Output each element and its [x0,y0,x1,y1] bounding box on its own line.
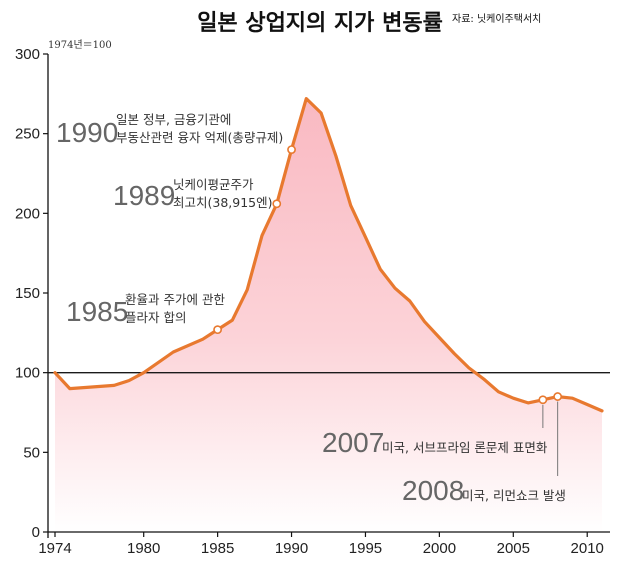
x-tick-label: 2010 [571,540,604,557]
annotation-year-1989: 1989 [113,180,175,211]
y-tick-label: 50 [23,444,40,461]
y-tick-label: 300 [15,46,40,63]
x-tick-label: 2005 [497,540,530,557]
annotation-year-2008: 2008 [402,475,464,506]
x-tick-label: 1974 [38,540,71,557]
chart-source: 자료: 닛케이주택서치 [452,13,541,25]
x-tick-label: 2000 [423,540,456,557]
annotation-text-1989: 닛케이평균주가 [173,177,254,192]
annotation-text-1990-line2: 부동산관련 융자 억제(총량규제) [116,130,283,145]
annotation-text-2008: 미국, 리먼쇼크 발생 [462,488,566,503]
x-tick-label: 1990 [275,540,308,557]
y-tick-label: 150 [15,285,40,302]
marker-2007 [538,395,548,405]
annotation-text-1985-line2: 플라자 합의 [125,310,186,325]
annotation-text-2007: 미국, 서브프라임 론문제 표면화 [382,440,548,455]
y-tick-label: 100 [15,365,40,382]
annotation-year-1985: 1985 [66,296,128,327]
annotation-year-2007: 2007 [322,427,384,458]
chart-title: 일본 상업지의 지가 변동률 [197,11,443,36]
x-tick-label: 1985 [201,540,234,557]
x-tick-label: 1980 [127,540,160,557]
marker-2008 [553,392,563,401]
series-line [53,97,604,413]
y-tick-label: 250 [15,126,40,143]
marker-1990 [287,145,296,154]
marker-1989 [272,199,282,209]
y-tick-label: 200 [15,205,40,222]
annotation-text-1990: 일본 정부, 금융기관에 [116,112,231,127]
annotation-text-1989-line2: 최고치(38,915엔) [173,195,273,210]
area-fill [55,98,602,532]
annotation-year-1990: 1990 [56,117,118,148]
marker-1985 [213,325,223,335]
y-tick-label: 0 [32,524,40,541]
unit-note: 1974년＝100 [48,39,112,51]
x-tick-label: 1995 [349,540,382,557]
annotation-text-1985: 환율과 주가에 관한 [125,292,225,307]
